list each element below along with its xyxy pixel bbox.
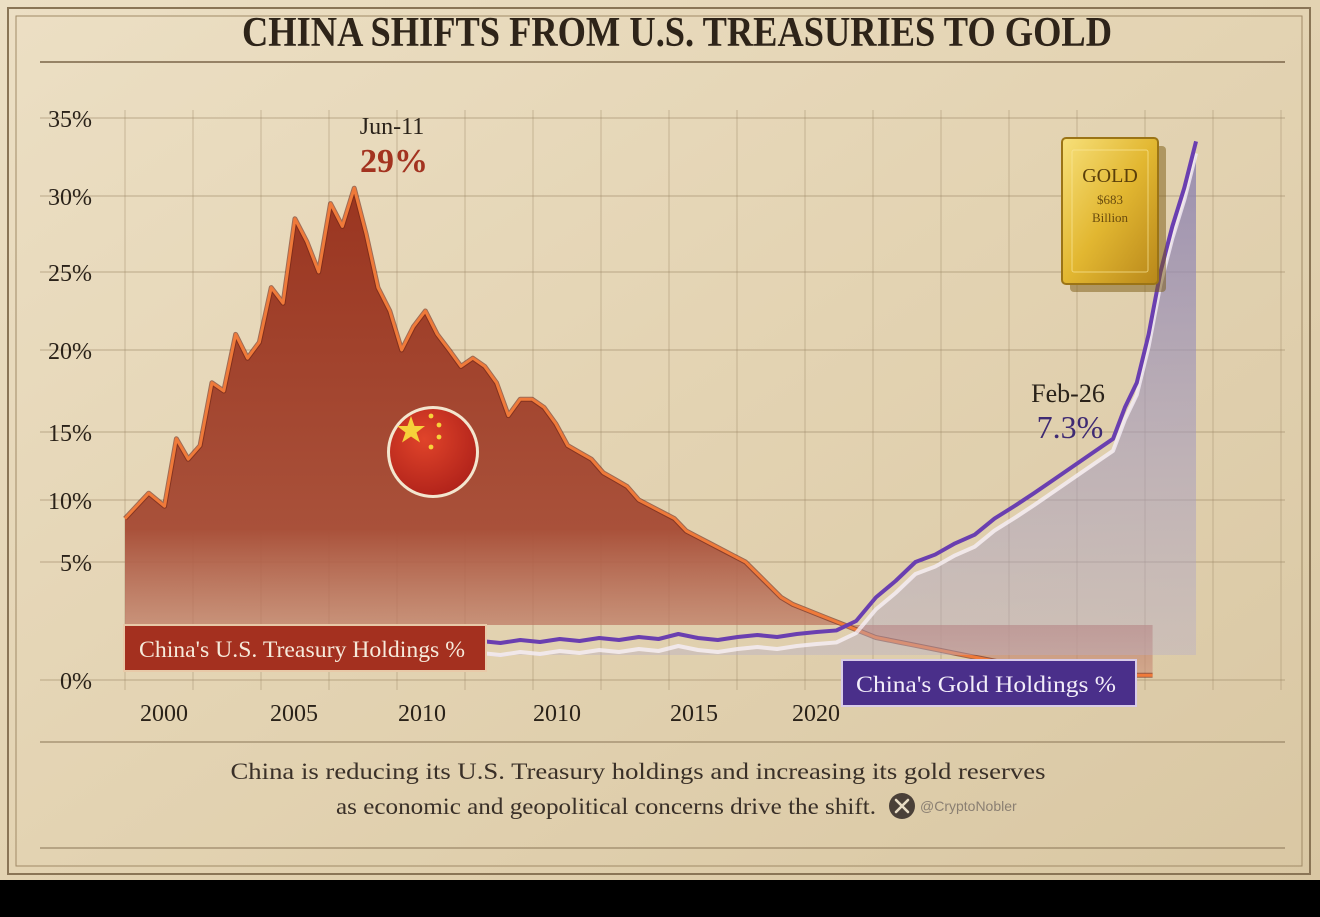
x-tick-label: 2010: [533, 701, 581, 727]
x-tick-label: 2005: [270, 701, 318, 727]
plot-area: [123, 140, 1198, 678]
x-logo-icon: [889, 793, 915, 819]
frame-outer: [7, 7, 1311, 875]
y-tick-label: 20%: [48, 339, 92, 365]
x-axis: 2000 2005 2010 2010 2015 2020: [140, 701, 840, 727]
y-axis: 0% 5% 10% 15% 20% 25% 30% 35%: [48, 107, 92, 695]
x-tick-label: 2000: [140, 701, 188, 727]
treasury-line: [123, 186, 1153, 677]
caption-handle: @CryptoNobler: [920, 798, 1017, 814]
y-tick-label: 5%: [60, 551, 92, 577]
gold-area: [460, 155, 1197, 659]
caption-line-1: China is reducing its U.S. Treasury hold…: [231, 759, 1046, 784]
treasury-area: [125, 188, 1153, 676]
gold-bar-unit: Billion: [1092, 210, 1129, 225]
gold-line-highlight: [460, 152, 1198, 659]
y-tick-label: 35%: [48, 107, 92, 133]
gold-date-label: Feb-26: [1031, 379, 1105, 408]
gold-bar-icon: GOLD $683 Billion: [1061, 137, 1166, 292]
x-tick-label: 2010: [398, 701, 446, 727]
y-tick-label: 30%: [48, 185, 92, 211]
legend-gold: China's Gold Holdings %: [841, 659, 1137, 707]
legend-treasury-label: China's U.S. Treasury Holdings %: [139, 637, 465, 662]
legend-treasury: China's U.S. Treasury Holdings %: [123, 624, 487, 672]
y-tick-label: 0%: [60, 669, 92, 695]
gold-line: [460, 140, 1198, 647]
peak-value-label: 29%: [360, 143, 428, 180]
x-tick-label: 2015: [670, 701, 718, 727]
y-tick-label: 25%: [48, 261, 92, 287]
frame-inner: [15, 15, 1303, 867]
caption-line-2: as economic and geopolitical concerns dr…: [336, 794, 876, 819]
gold-bar-label: GOLD: [1082, 165, 1138, 187]
x-tick-label: 2020: [792, 701, 840, 727]
china-flag-icon: [387, 406, 479, 498]
chart-title: CHINA SHIFTS FROM U.S. TREASURIES TO GOL…: [242, 10, 1112, 56]
y-tick-label: 10%: [48, 489, 92, 515]
y-tick-label: 15%: [48, 421, 92, 447]
gold-value-label: 7.3%: [1037, 409, 1104, 445]
gold-bar-value: $683: [1097, 192, 1123, 207]
peak-date-label: Jun-11: [360, 114, 424, 140]
legend-gold-label: China's Gold Holdings %: [856, 672, 1116, 697]
